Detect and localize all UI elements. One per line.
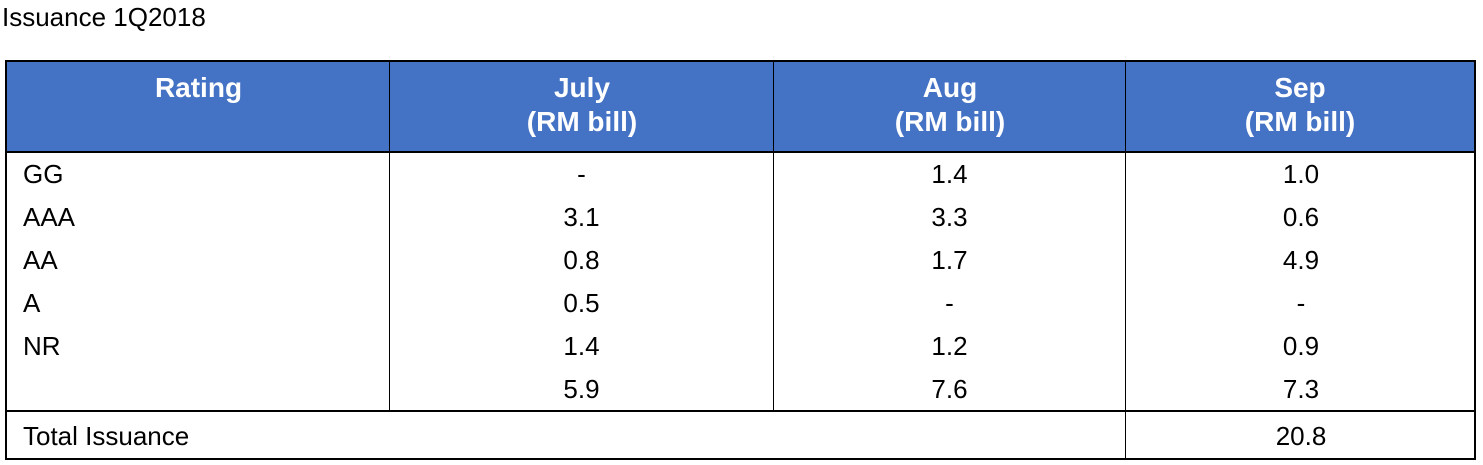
header-rating: Rating — [7, 62, 390, 151]
cell-sep: 7.3 — [1282, 374, 1320, 404]
cell-rating: AAA — [23, 202, 76, 232]
header-july-label: July — [553, 72, 611, 103]
cell-july: 0.5 — [563, 288, 600, 318]
cell-sep: 0.6 — [1282, 202, 1320, 232]
cell-sep: 4.9 — [1282, 245, 1320, 275]
table-body: GG - 1.4 1.0 AAA 3.1 3.3 0.6 AA 0.8 1.7 … — [7, 153, 1474, 410]
table-row: GG - 1.4 1.0 — [7, 153, 1474, 196]
cell-aug: 3.3 — [931, 202, 968, 232]
cell-rating: GG — [23, 159, 64, 189]
header-july: July (RM bill) — [390, 62, 774, 151]
header-aug: Aug (RM bill) — [774, 62, 1126, 151]
divider-1 — [389, 62, 390, 410]
cell-rating — [23, 368, 383, 411]
divider-2 — [773, 62, 774, 410]
header-rating-label: Rating — [154, 72, 243, 103]
cell-july: 1.4 — [563, 331, 600, 361]
total-row: Total Issuance 20.8 — [7, 410, 1474, 460]
cell-rating: AA — [23, 245, 58, 275]
table-row: AA 0.8 1.7 4.9 — [7, 239, 1474, 282]
cell-sep: - — [1296, 288, 1306, 318]
cell-sep: 0.9 — [1282, 331, 1320, 361]
table-row: A 0.5 - - — [7, 282, 1474, 325]
cell-july: - — [577, 159, 586, 189]
cell-aug: 1.4 — [931, 159, 968, 189]
header-sep-label: Sep — [1274, 72, 1326, 103]
issuance-table: Rating July (RM bill) Aug (RM bill) Sep … — [5, 60, 1476, 460]
cell-aug: 1.2 — [931, 331, 968, 361]
header-aug-label: Aug — [922, 72, 978, 103]
page-title: Issuance 1Q2018 — [2, 2, 206, 32]
cell-rating: A — [23, 288, 41, 318]
header-sep: Sep (RM bill) — [1126, 62, 1474, 151]
header-july-unit: (RM bill) — [526, 106, 638, 137]
cell-rating: NR — [23, 331, 61, 361]
divider-3 — [1125, 62, 1126, 458]
table-row: AAA 3.1 3.3 0.6 — [7, 196, 1474, 239]
total-label: Total Issuance — [23, 421, 190, 451]
cell-july: 0.8 — [563, 245, 600, 275]
header-aug-unit: (RM bill) — [894, 106, 1006, 137]
cell-aug: - — [945, 288, 954, 318]
cell-aug: 1.7 — [931, 245, 968, 275]
cell-aug: 7.6 — [931, 374, 968, 404]
table-header: Rating July (RM bill) Aug (RM bill) Sep … — [7, 62, 1474, 153]
table-row: NR 1.4 1.2 0.9 — [7, 325, 1474, 368]
table-row-subtotal: 5.9 7.6 7.3 — [7, 368, 1474, 411]
cell-july: 3.1 — [563, 202, 600, 232]
cell-july: 5.9 — [563, 374, 600, 404]
header-sep-unit: (RM bill) — [1244, 106, 1356, 137]
cell-sep: 1.0 — [1282, 159, 1320, 189]
total-value: 20.8 — [1275, 421, 1327, 451]
